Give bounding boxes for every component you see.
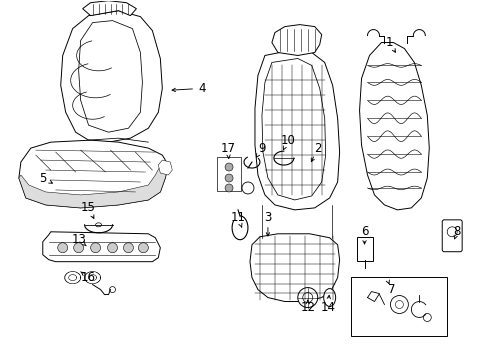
Polygon shape <box>79 21 142 132</box>
Circle shape <box>242 182 253 194</box>
Text: 4: 4 <box>198 82 205 95</box>
Polygon shape <box>271 24 321 55</box>
Circle shape <box>58 243 67 253</box>
Text: 12: 12 <box>300 301 315 314</box>
Text: 3: 3 <box>264 211 271 224</box>
Text: 14: 14 <box>320 301 334 314</box>
Text: 17: 17 <box>220 141 235 155</box>
Ellipse shape <box>95 223 102 227</box>
Ellipse shape <box>323 289 335 306</box>
Polygon shape <box>82 1 136 15</box>
Polygon shape <box>19 140 168 208</box>
Circle shape <box>109 287 115 293</box>
Polygon shape <box>42 232 160 262</box>
Polygon shape <box>359 42 428 210</box>
Polygon shape <box>249 234 339 302</box>
Text: 9: 9 <box>258 141 265 155</box>
Circle shape <box>395 301 403 309</box>
FancyBboxPatch shape <box>356 237 372 261</box>
Text: 6: 6 <box>360 225 367 238</box>
FancyBboxPatch shape <box>350 276 447 336</box>
Polygon shape <box>19 162 168 208</box>
Circle shape <box>297 288 317 307</box>
Text: 5: 5 <box>39 171 46 185</box>
Circle shape <box>447 227 456 237</box>
Circle shape <box>90 243 101 253</box>
FancyBboxPatch shape <box>217 157 241 191</box>
Circle shape <box>224 184 233 192</box>
Text: 15: 15 <box>81 201 96 215</box>
Text: 1: 1 <box>385 36 392 49</box>
Polygon shape <box>158 160 172 175</box>
Circle shape <box>302 293 312 302</box>
Circle shape <box>123 243 133 253</box>
Text: 10: 10 <box>280 134 295 147</box>
Circle shape <box>224 163 233 171</box>
Text: 8: 8 <box>452 225 460 238</box>
FancyBboxPatch shape <box>441 220 461 252</box>
Polygon shape <box>262 58 325 200</box>
Text: 13: 13 <box>71 233 86 246</box>
Text: 11: 11 <box>230 211 245 224</box>
Polygon shape <box>61 11 162 142</box>
Polygon shape <box>254 50 339 210</box>
Text: 7: 7 <box>387 283 394 296</box>
Circle shape <box>389 296 407 314</box>
Circle shape <box>224 174 233 182</box>
Circle shape <box>138 243 148 253</box>
Circle shape <box>423 314 430 321</box>
Text: 16: 16 <box>81 271 96 284</box>
Circle shape <box>74 243 83 253</box>
Text: 2: 2 <box>313 141 321 155</box>
Circle shape <box>107 243 117 253</box>
